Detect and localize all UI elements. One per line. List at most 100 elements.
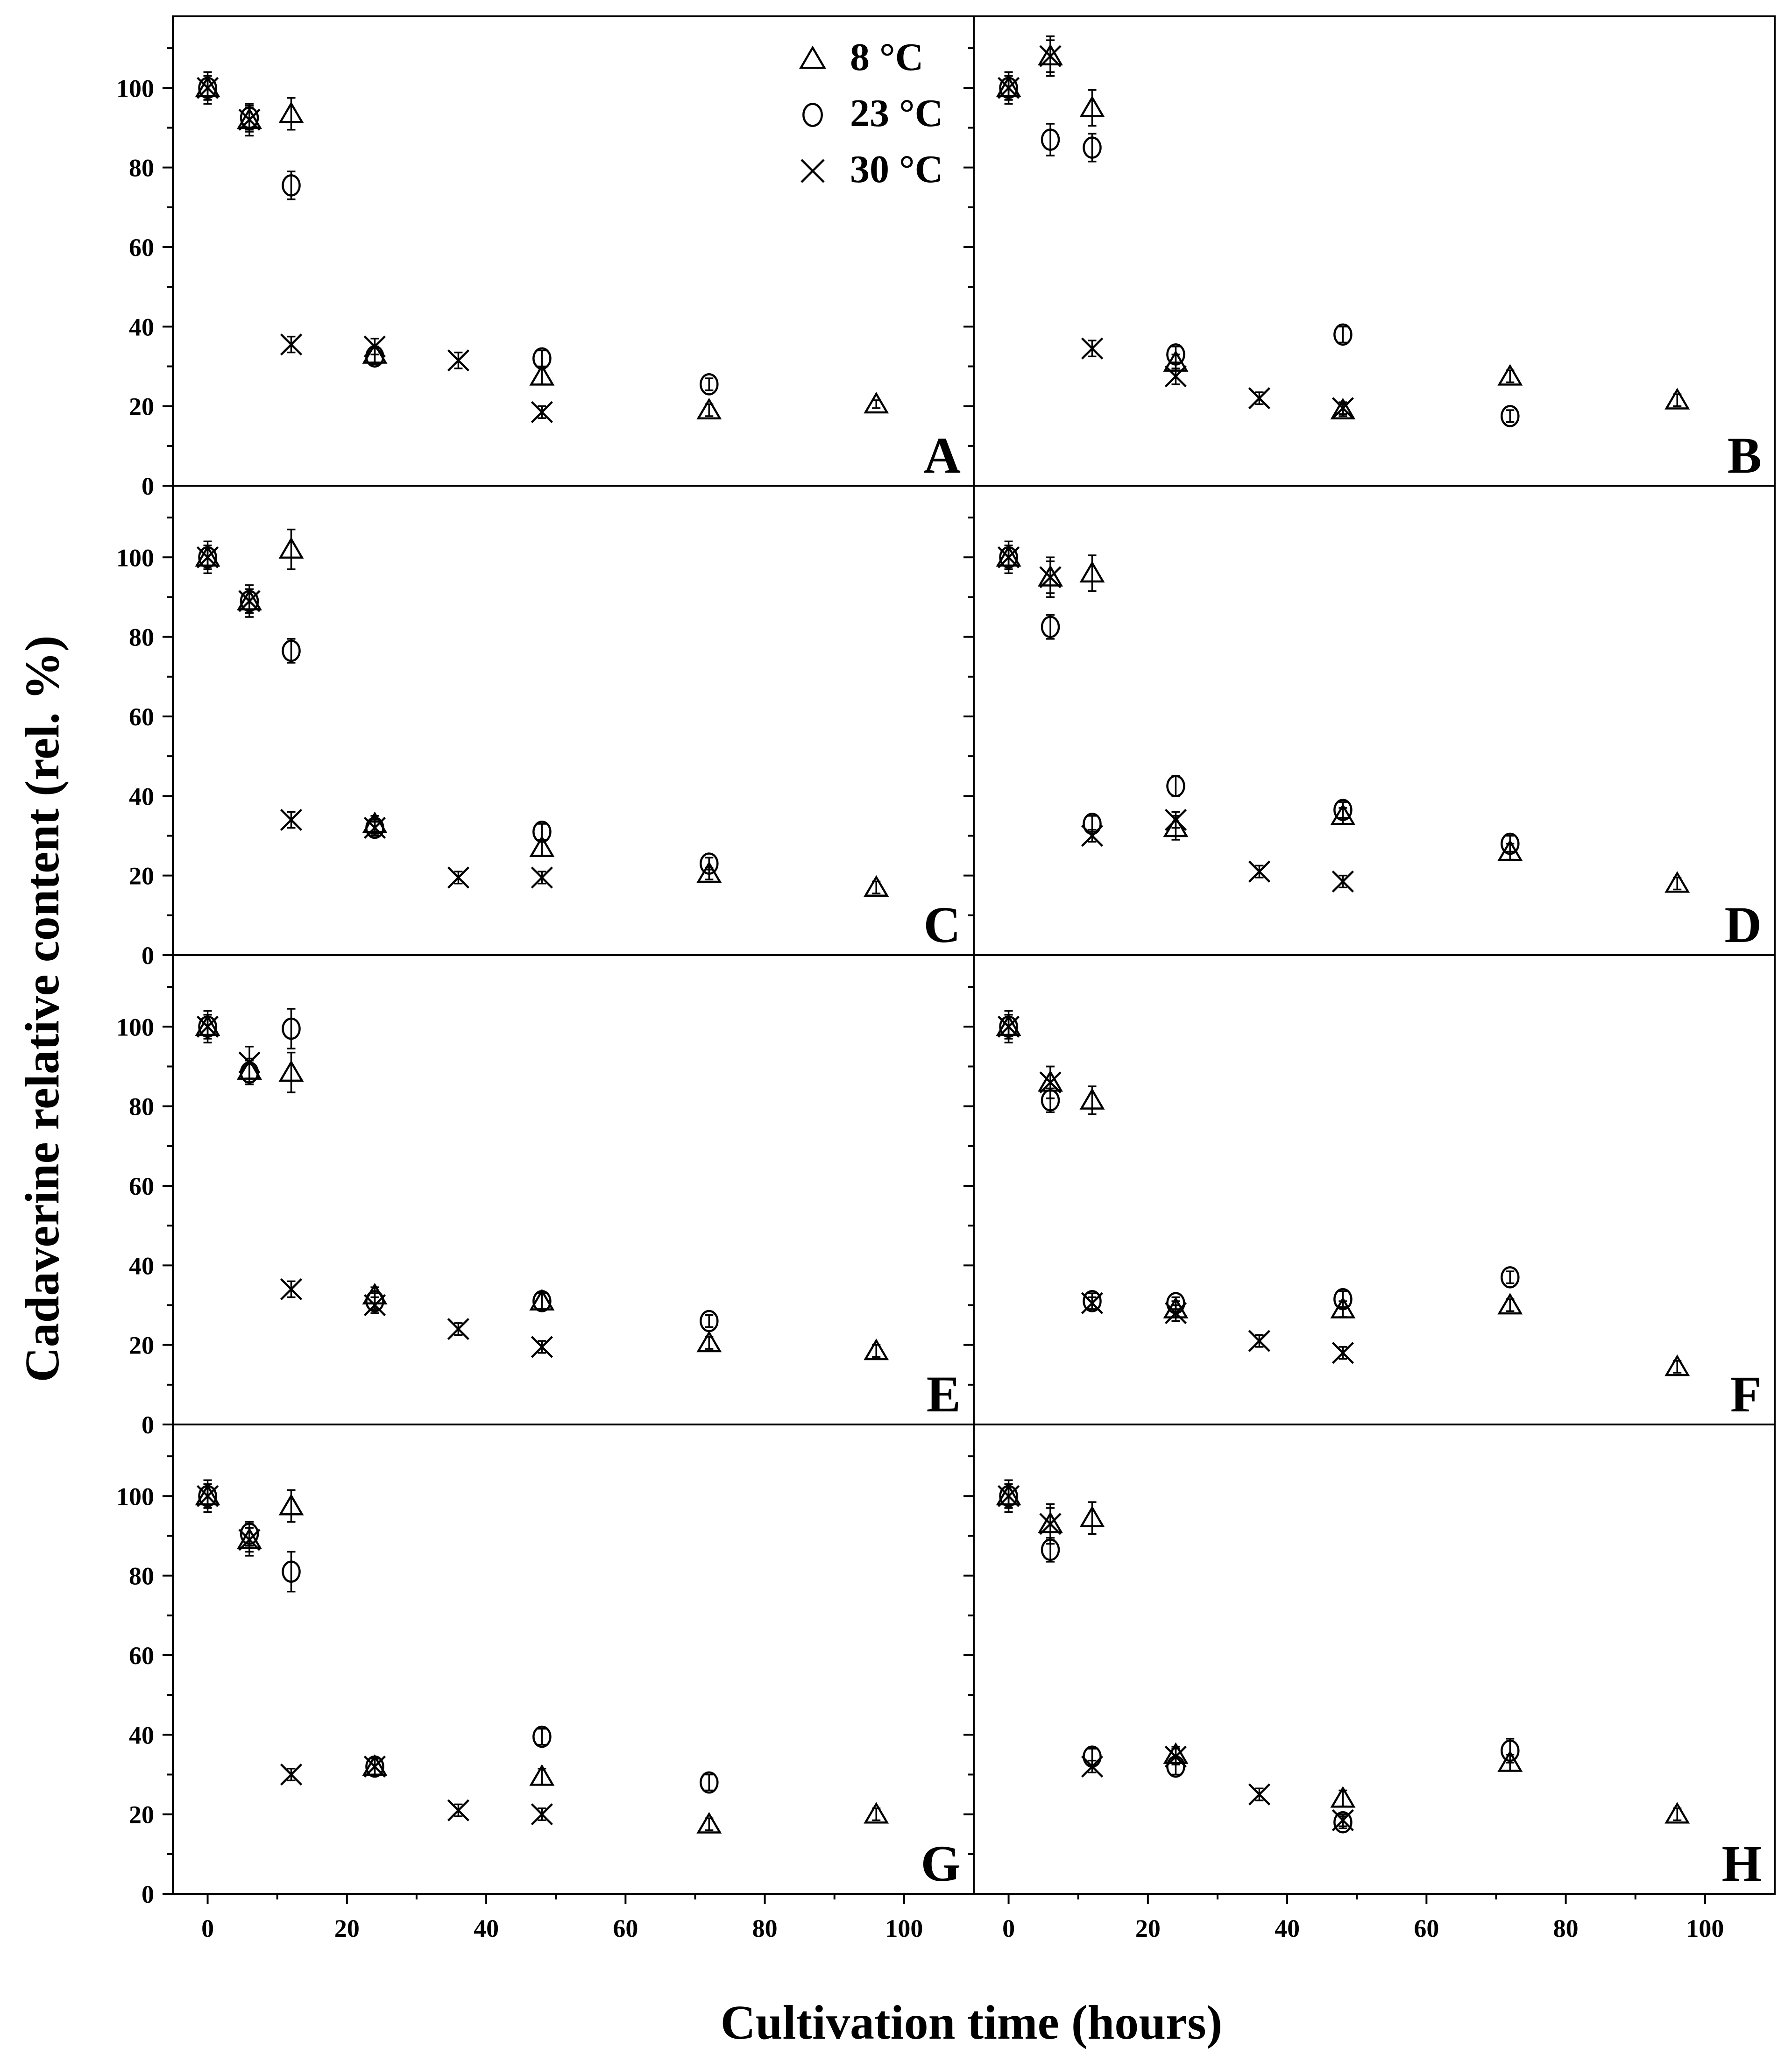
data-point	[997, 77, 1020, 99]
data-point	[1039, 566, 1062, 588]
data-point	[1330, 803, 1356, 825]
data-point	[1079, 1505, 1105, 1527]
panel-E: 0 20 40 60 80 100 E	[116, 954, 975, 1439]
circle-marker	[700, 1771, 719, 1794]
panel-frame	[973, 15, 1776, 487]
data-point	[1081, 337, 1104, 360]
series-cross	[196, 540, 553, 889]
circle-marker	[365, 816, 384, 839]
legend-label: 30 °C	[850, 148, 943, 191]
triangle-marker	[1330, 397, 1356, 420]
x-tick-label: 100	[1686, 1914, 1724, 1942]
circle-marker	[1083, 1290, 1102, 1312]
data-point	[531, 401, 553, 424]
cross-marker-line	[531, 866, 553, 889]
panel-frame	[172, 954, 975, 1425]
cross-marker-line	[1248, 387, 1271, 410]
error-bar	[705, 1314, 714, 1328]
data-point	[196, 1015, 219, 1038]
y-tick-label: 60	[129, 1172, 154, 1200]
data-point	[1166, 775, 1185, 797]
panel-letter: E	[927, 1366, 961, 1423]
triangle-marker	[864, 875, 889, 897]
data-point	[1079, 560, 1105, 583]
error-bar	[538, 1728, 546, 1746]
triangle-marker	[696, 1330, 722, 1353]
x-tick-label: 80	[752, 1914, 778, 1942]
circle-marker	[700, 373, 719, 396]
data-point	[1039, 1071, 1062, 1094]
data-point	[238, 1529, 261, 1551]
data-point	[280, 1763, 303, 1786]
triangle-marker	[1079, 95, 1105, 117]
series-circle	[198, 75, 719, 396]
error-bar	[1339, 326, 1347, 344]
series-circle	[999, 1014, 1520, 1315]
data-point	[280, 808, 303, 831]
x-tick-label: 80	[1553, 1914, 1579, 1942]
data-point	[532, 821, 552, 843]
panel-A: 0 20 40 60 80 100 A	[116, 15, 975, 500]
triangle-marker	[1665, 1802, 1690, 1824]
legend-marker	[800, 159, 825, 183]
error-bar	[1088, 89, 1097, 127]
error-bar	[1171, 775, 1180, 797]
data-point	[1665, 1802, 1690, 1824]
data-point	[363, 816, 386, 839]
data-point	[196, 1485, 219, 1507]
series-cross	[196, 71, 553, 424]
y-tick-label: 20	[129, 862, 154, 890]
data-point	[282, 174, 301, 197]
cross-marker-line	[1332, 397, 1354, 419]
data-point	[1665, 388, 1690, 410]
circle-marker	[282, 174, 301, 197]
data-point	[365, 816, 384, 839]
data-point	[532, 1290, 552, 1312]
triangle-marker	[278, 1060, 304, 1082]
triangle-marker	[278, 101, 304, 123]
cross-marker-line	[447, 349, 470, 372]
x-tick-label: 60	[1414, 1914, 1439, 1942]
data-point	[1081, 824, 1104, 847]
panel-F: F	[963, 954, 1776, 1425]
cross-marker-line	[997, 1485, 1020, 1507]
circle-marker	[1083, 136, 1102, 159]
triangle-marker	[1079, 1505, 1105, 1527]
data-point	[700, 1310, 719, 1332]
data-point	[1081, 1755, 1104, 1778]
data-point	[696, 1812, 722, 1834]
circle-marker	[282, 1560, 301, 1583]
data-point	[278, 1494, 304, 1516]
triangle-marker	[1079, 560, 1105, 583]
circle-marker	[532, 1725, 552, 1748]
y-tick-label: 80	[129, 1093, 154, 1121]
y-tick-label: 60	[129, 234, 154, 262]
circle-marker	[700, 1310, 719, 1332]
panel-frame	[172, 1424, 975, 1895]
cross-marker-line	[997, 1015, 1020, 1038]
cross-marker-line	[997, 546, 1020, 568]
data-point	[700, 373, 719, 396]
cross-marker-line	[1332, 870, 1354, 893]
data-point	[864, 1338, 889, 1360]
panel-letter: H	[1721, 1835, 1762, 1892]
circle-marker	[282, 639, 301, 662]
data-point	[1164, 365, 1187, 388]
y-tick-label: 100	[116, 74, 154, 102]
series-cross	[997, 1010, 1354, 1364]
triangle-marker	[529, 835, 555, 857]
data-point	[1041, 128, 1060, 151]
cross-marker-line	[1248, 1783, 1271, 1806]
x-tick-label: 0	[201, 1914, 214, 1942]
cross-marker-line	[1164, 365, 1187, 388]
triangle-marker	[696, 397, 722, 420]
cross-marker-line	[531, 1803, 553, 1826]
panel-letter: G	[921, 1835, 961, 1892]
data-point	[447, 1799, 470, 1821]
y-tick-label: 0	[142, 942, 154, 970]
data-point	[1501, 1739, 1520, 1762]
panel-H: 0 20 40 60 80 100 H	[963, 1424, 1776, 1942]
data-point	[363, 1294, 386, 1317]
cross-marker-line	[196, 1015, 219, 1038]
